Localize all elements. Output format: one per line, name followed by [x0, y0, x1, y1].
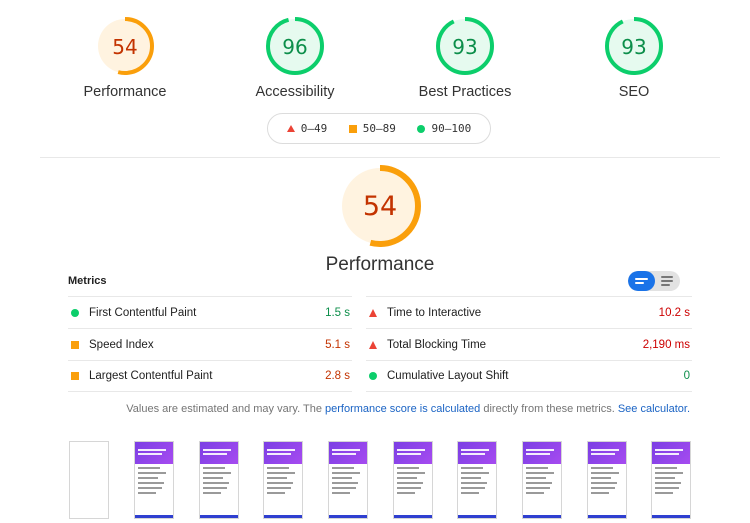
metric-name: Total Blocking Time	[387, 338, 487, 351]
triangle-icon	[286, 125, 295, 132]
filmstrip-frame	[587, 441, 627, 519]
gauge-label: Accessibility	[255, 84, 335, 100]
gauge-label: SEO	[618, 84, 650, 100]
fail-triangle-icon	[369, 340, 377, 349]
metric-time-to-interactive: Time to Interactive 10.2 s	[366, 296, 692, 328]
legend-fail-range: 0–49	[300, 122, 328, 135]
metric-name: First Contentful Paint	[89, 306, 197, 319]
metric-value: 2.8 s	[325, 370, 350, 382]
metric-name: Time to Interactive	[387, 306, 482, 319]
metric-first-contentful-paint: First Contentful Paint 1.5 s	[68, 296, 352, 328]
see-calculator-link[interactable]: See calculator.	[617, 403, 690, 415]
compact-view-button[interactable]	[628, 271, 655, 291]
score-legend: 0–49 50–89 90–100	[267, 113, 491, 144]
metric-value: 1.5 s	[325, 306, 350, 319]
filmstrip-frame	[393, 441, 433, 519]
pass-circle-icon	[369, 372, 377, 380]
filmstrip-frame	[522, 441, 562, 519]
fail-triangle-icon	[369, 308, 377, 317]
filmstrip-frame	[651, 441, 691, 519]
circle-icon	[417, 124, 426, 133]
metric-total-blocking-time: Total Blocking Time 2,190 ms	[366, 328, 692, 360]
metrics-note: Values are estimated and may vary. The p…	[126, 403, 690, 415]
metrics-title: Metrics	[68, 275, 107, 287]
section-divider	[40, 157, 720, 158]
legend-fail: 0–49	[286, 122, 328, 135]
metric-largest-contentful-paint: Largest Contentful Paint 2.8 s	[68, 360, 352, 392]
metric-name: Largest Contentful Paint	[89, 370, 213, 382]
filmstrip-frame	[328, 441, 368, 519]
metric-name: Speed Index	[89, 338, 154, 351]
gauge-accessibility[interactable]: 96 Accessibility	[245, 14, 345, 100]
score-ring: 93	[605, 17, 663, 75]
main-score-ring: 54	[339, 165, 421, 247]
gauge-seo[interactable]: 93 SEO	[584, 14, 684, 100]
metric-value: 10.2 s	[658, 306, 690, 319]
score-value: 96	[282, 35, 307, 59]
expanded-view-button[interactable]	[655, 271, 680, 291]
main-score-value: 54	[363, 191, 397, 222]
score-ring: 54	[96, 17, 154, 75]
score-value: 93	[452, 35, 477, 59]
pass-circle-icon	[71, 308, 79, 317]
score-value: 54	[112, 35, 137, 59]
legend-average-range: 50–89	[362, 122, 396, 135]
gauge-label: Best Practices	[418, 84, 512, 100]
metrics-view-toggle[interactable]	[628, 271, 680, 291]
filmstrip-frame	[457, 441, 497, 519]
legend-pass: 90–100	[417, 122, 471, 135]
filmstrip-frame	[134, 441, 174, 519]
note-text: directly from these metrics.	[480, 403, 618, 415]
score-ring: 96	[266, 17, 324, 75]
legend-pass-range: 90–100	[431, 122, 472, 135]
average-square-icon	[71, 340, 79, 349]
score-ring: 93	[436, 17, 494, 75]
metric-cumulative-layout-shift: Cumulative Layout Shift 0	[366, 360, 692, 392]
gauge-label: Performance	[83, 84, 167, 100]
metric-value: 5.1 s	[325, 338, 350, 351]
metric-value: 2,190 ms	[642, 338, 690, 351]
legend-average: 50–89	[348, 122, 396, 135]
metric-speed-index: Speed Index 5.1 s	[68, 328, 352, 360]
filmstrip-frame	[263, 441, 303, 519]
gauge-best-practices[interactable]: 93 Best Practices	[405, 14, 525, 100]
note-text: Values are estimated and may vary. The	[126, 403, 325, 415]
score-value: 93	[621, 35, 646, 59]
metric-value: 0	[683, 370, 690, 382]
main-score-label: Performance	[325, 254, 435, 275]
metric-name: Cumulative Layout Shift	[387, 370, 509, 382]
square-icon	[348, 124, 357, 133]
performance-score-link[interactable]: performance score is calculated	[325, 403, 481, 415]
average-square-icon	[71, 372, 79, 380]
gauge-performance[interactable]: 54 Performance	[75, 14, 175, 100]
filmstrip-frame	[199, 441, 239, 519]
filmstrip-frame	[69, 441, 109, 519]
